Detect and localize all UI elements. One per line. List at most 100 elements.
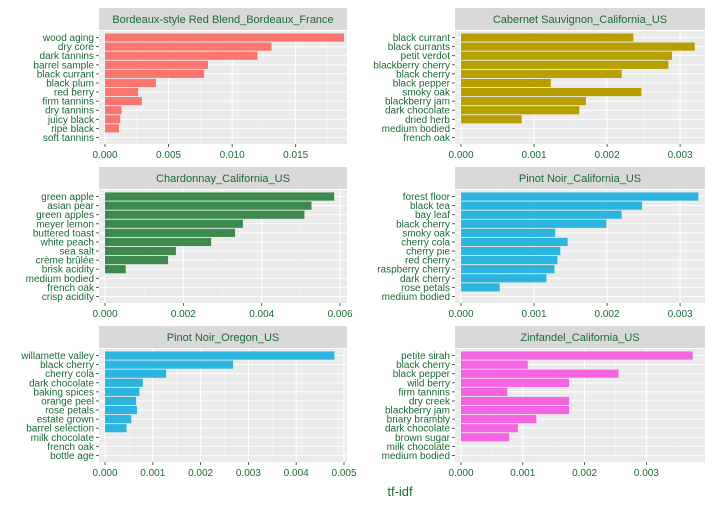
category-label: bay leaf xyxy=(415,210,450,221)
x-tick-label: 0.003 xyxy=(668,150,693,161)
category-label: green apple xyxy=(41,192,94,203)
category-label: crisp acidity xyxy=(42,292,94,303)
category-label: dark chocolate xyxy=(29,378,94,389)
category-label: medium bodied xyxy=(26,274,94,285)
category-label: black cherry xyxy=(396,219,450,230)
facet-panel: Zinfandel_California_US 0.000 0.001 0.002 0.… xyxy=(382,326,705,479)
facet-panel: Pinot Noir_California_US 0.000 0.001 0.002 0… xyxy=(377,167,705,320)
bar xyxy=(105,396,137,406)
bar xyxy=(461,237,568,247)
category-label: rose petals xyxy=(45,406,94,417)
category-label: blackberry jam xyxy=(385,97,450,108)
x-tick-label: 0.001 xyxy=(522,309,547,320)
category-label: meyer lemon xyxy=(36,219,94,230)
bar xyxy=(105,369,167,378)
bar xyxy=(461,378,570,387)
bar xyxy=(105,210,305,219)
category-label: french oak xyxy=(403,133,451,144)
bar xyxy=(461,387,508,396)
category-label: black cherry xyxy=(396,360,450,371)
category-label: forest floor xyxy=(403,192,451,203)
facet-title: Pinot Noir_Oregon_US xyxy=(167,332,280,344)
bar xyxy=(461,396,570,406)
bar xyxy=(105,115,121,124)
category-label: milk chocolate xyxy=(387,442,451,453)
bar xyxy=(105,351,335,360)
x-tick-label: 0.006 xyxy=(328,309,353,320)
category-label: french oak xyxy=(47,442,95,453)
x-tick-label: 0.000 xyxy=(448,150,473,161)
bar xyxy=(105,219,243,228)
bar xyxy=(105,424,127,433)
bar xyxy=(105,237,212,247)
bar xyxy=(461,201,643,210)
facet-title: Bordeaux-style Red Blend_Bordeaux_France xyxy=(112,14,333,26)
category-label: black currants xyxy=(388,42,450,53)
bar xyxy=(461,87,642,97)
category-label: firm tannins xyxy=(42,97,94,108)
category-label: french oak xyxy=(47,283,95,294)
bar xyxy=(461,415,537,424)
x-tick-label: 0.005 xyxy=(156,150,181,161)
category-label: orange peel xyxy=(41,396,94,407)
bar xyxy=(461,424,518,433)
category-label: medium bodied xyxy=(382,451,450,462)
category-label: black currant xyxy=(37,69,94,80)
x-tick-label: 0.005 xyxy=(331,468,356,479)
facet-strip xyxy=(455,326,705,348)
bar xyxy=(461,274,547,283)
bar xyxy=(105,87,139,97)
category-label: petite sirah xyxy=(401,351,450,362)
facet-title: Chardonnay_California_US xyxy=(156,173,290,185)
facet-strip xyxy=(99,326,347,348)
category-label: barrel selection xyxy=(26,424,94,435)
facet-strip xyxy=(455,8,705,30)
x-tick-label: 0.001 xyxy=(140,468,165,479)
bar xyxy=(105,33,344,42)
facet-title: Cabernet Sauvignon_California_US xyxy=(493,14,667,26)
x-tick-label: 0.002 xyxy=(572,468,597,479)
bar xyxy=(105,378,143,387)
category-label: medium bodied xyxy=(382,292,450,303)
bar xyxy=(461,369,619,378)
category-label: brisk acidity xyxy=(42,265,94,276)
category-label: smoky oak xyxy=(402,88,451,99)
bar xyxy=(105,360,234,369)
category-label: firm tannins xyxy=(398,387,450,398)
category-label: black currant xyxy=(393,33,450,44)
bar xyxy=(461,97,586,106)
category-label: dried herb xyxy=(405,115,450,126)
bar xyxy=(461,78,551,88)
x-tick-label: 0.001 xyxy=(510,468,535,479)
bar xyxy=(105,415,132,424)
category-label: crème brûlée xyxy=(36,256,95,267)
bar xyxy=(105,246,176,256)
facet-strip xyxy=(99,167,347,189)
category-label: brown sugar xyxy=(395,433,451,444)
category-label: raspberry cherry xyxy=(377,265,450,276)
category-label: baking spices xyxy=(33,387,94,398)
category-label: dark tannins xyxy=(40,51,94,62)
bar xyxy=(461,210,622,219)
x-tick-label: 0.015 xyxy=(283,150,308,161)
category-label: blackberry cherry xyxy=(373,60,450,71)
bar xyxy=(461,219,607,228)
bar xyxy=(461,433,510,442)
bar xyxy=(461,33,634,42)
bar xyxy=(461,192,699,201)
x-tick-label: 0.003 xyxy=(634,468,659,479)
category-label: black cherry xyxy=(396,69,450,80)
category-label: red berry xyxy=(54,88,94,99)
category-label: dry creek xyxy=(409,396,451,407)
category-label: estate grown xyxy=(37,415,94,426)
category-label: dark chocolate xyxy=(385,106,450,117)
bar xyxy=(461,106,580,115)
category-label: buttered toast xyxy=(33,228,94,239)
bar xyxy=(105,265,126,274)
category-label: cherry cola xyxy=(401,237,450,248)
x-axis-title: tf-idf xyxy=(387,484,413,499)
category-label: medium bodied xyxy=(382,124,450,135)
category-label: ripe black xyxy=(51,124,95,135)
bar xyxy=(105,124,119,133)
bar xyxy=(105,51,258,60)
